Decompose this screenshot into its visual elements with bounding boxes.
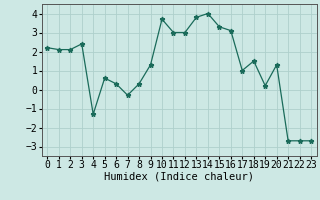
X-axis label: Humidex (Indice chaleur): Humidex (Indice chaleur) [104, 172, 254, 182]
